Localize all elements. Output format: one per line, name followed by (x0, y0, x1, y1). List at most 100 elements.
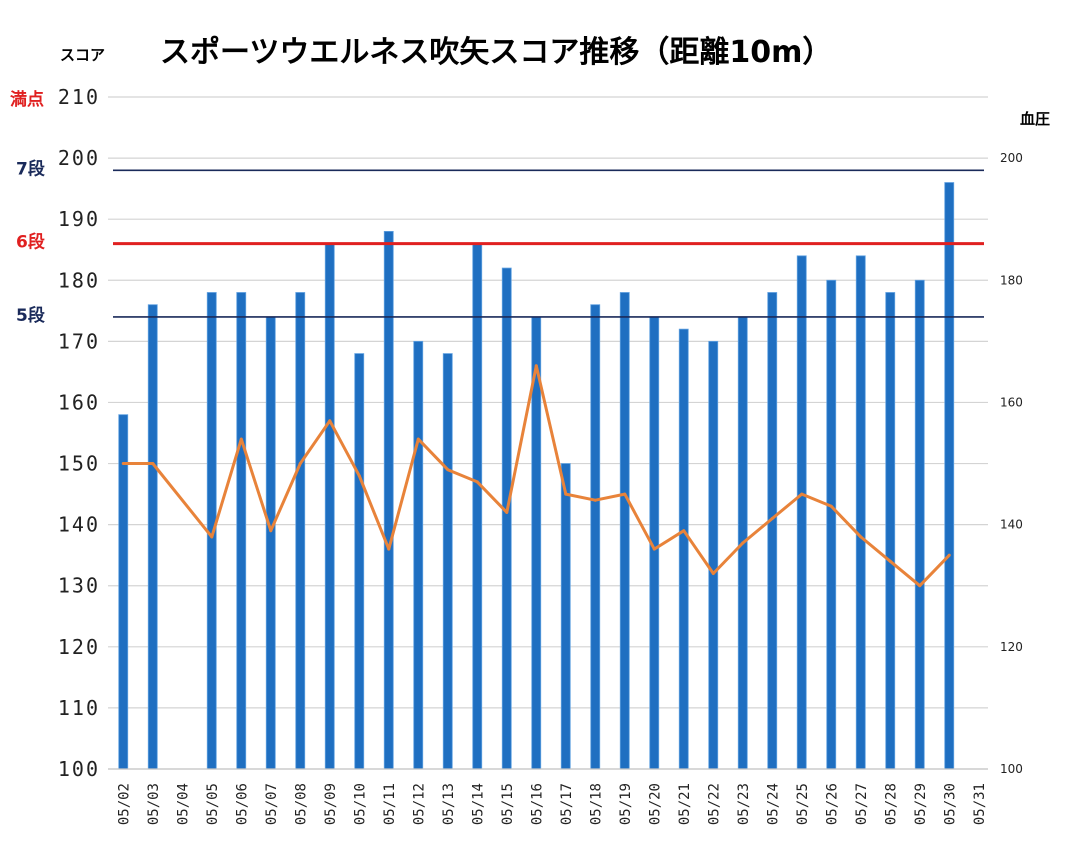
x-tick-label: 05/11 (382, 783, 398, 825)
bar (295, 292, 306, 770)
bar (324, 243, 335, 770)
line-point (918, 584, 922, 588)
bar (590, 304, 601, 770)
line-point (888, 559, 892, 563)
line-point (357, 474, 361, 478)
x-tick-label: 05/30 (942, 783, 958, 825)
line-point (623, 492, 627, 496)
bar (442, 353, 453, 770)
line-point (741, 541, 745, 545)
bar (147, 304, 158, 770)
line-point (475, 480, 479, 484)
axes: 210 200 190 180 170 160 150 140 130 120 110 100 200 1… (58, 85, 1023, 825)
line-point (210, 535, 214, 539)
bar (265, 316, 276, 770)
x-tick-label: 05/14 (470, 783, 486, 825)
x-tick-label: 05/08 (293, 783, 309, 825)
y-tick-label: 200 (58, 146, 100, 170)
bar (472, 243, 483, 770)
line-point (328, 419, 332, 423)
y-tick-label: 110 (58, 696, 100, 720)
y2-tick-label: 140 (1000, 518, 1023, 532)
reference-label: 6段 (16, 232, 45, 253)
line-point (800, 492, 804, 496)
x-tick-label: 05/18 (588, 783, 604, 825)
x-tick-label: 05/10 (352, 783, 368, 825)
x-tick-label: 05/02 (116, 783, 132, 825)
bar-series (118, 182, 955, 770)
y-tick-label: 180 (58, 268, 100, 292)
line-point (151, 462, 155, 466)
y-tick-label: 100 (58, 757, 100, 781)
bar (708, 340, 719, 770)
x-tick-label: 05/29 (913, 783, 929, 825)
line-point (859, 535, 863, 539)
bar (855, 255, 866, 770)
y-tick-label: 210 (58, 85, 100, 109)
y2-tick-label: 120 (1000, 640, 1023, 654)
x-tick-label: 05/07 (264, 783, 280, 825)
bar (885, 292, 896, 770)
line-point (416, 437, 420, 441)
x-tick-label: 05/05 (205, 783, 221, 825)
x-tick-label: 05/23 (736, 783, 752, 825)
x-tick-label: 05/16 (529, 783, 545, 825)
line-point (269, 529, 273, 533)
reference-label: 満点 (10, 89, 44, 110)
y-axis-label: スコア (60, 46, 105, 64)
bar (413, 340, 424, 770)
bar (383, 230, 394, 770)
line-point (446, 468, 450, 472)
x-tick-label: 05/26 (824, 783, 840, 825)
bar (826, 279, 837, 770)
line-point (505, 510, 509, 514)
bar (118, 414, 129, 770)
y-tick-label: 140 (58, 513, 100, 537)
x-tick-label: 05/17 (559, 783, 575, 825)
line-point (298, 462, 302, 466)
y-tick-label: 160 (58, 390, 100, 414)
bar (767, 292, 778, 770)
y2-tick-label: 200 (1000, 151, 1023, 165)
line-path (123, 364, 951, 588)
x-tick-label: 05/24 (765, 783, 781, 825)
x-tick-label: 05/20 (647, 783, 663, 825)
x-tick-label: 05/04 (175, 783, 191, 825)
x-tick-label: 05/28 (883, 783, 899, 825)
line-point (534, 364, 538, 368)
line-point (121, 462, 125, 466)
line-point (711, 572, 715, 576)
y2-axis-label: 血圧 (1020, 110, 1050, 128)
x-tick-label: 05/15 (500, 783, 516, 825)
bar (501, 267, 512, 770)
reference-label: 5段 (16, 305, 45, 326)
y2-tick-label: 100 (1000, 762, 1023, 776)
line-point (593, 498, 597, 502)
y-tick-label: 120 (58, 635, 100, 659)
x-tick-label: 05/06 (234, 783, 250, 825)
bar (619, 292, 630, 770)
x-tick-label: 05/19 (618, 783, 634, 825)
x-tick-label: 05/13 (441, 783, 457, 825)
x-tick-label: 05/12 (411, 783, 427, 825)
bar (678, 328, 689, 770)
line-point (387, 547, 391, 551)
line-point (829, 504, 833, 508)
y-tick-label: 190 (58, 207, 100, 231)
x-tick-label: 05/25 (795, 783, 811, 825)
bar (914, 279, 925, 770)
line-point (652, 547, 656, 551)
line-point (947, 553, 951, 557)
reference-lines: 満点 7段 6段 5段 (10, 89, 984, 326)
reference-label: 7段 (16, 158, 45, 179)
x-tick-label: 05/03 (146, 783, 162, 825)
bar (796, 255, 807, 770)
x-tick-label: 05/22 (706, 783, 722, 825)
x-tick-label: 05/31 (972, 783, 988, 825)
line-series (121, 364, 951, 588)
x-tick-label: 05/09 (323, 783, 339, 825)
bar (944, 182, 955, 770)
y2-tick-label: 160 (1000, 395, 1023, 409)
y-tick-label: 170 (58, 329, 100, 353)
